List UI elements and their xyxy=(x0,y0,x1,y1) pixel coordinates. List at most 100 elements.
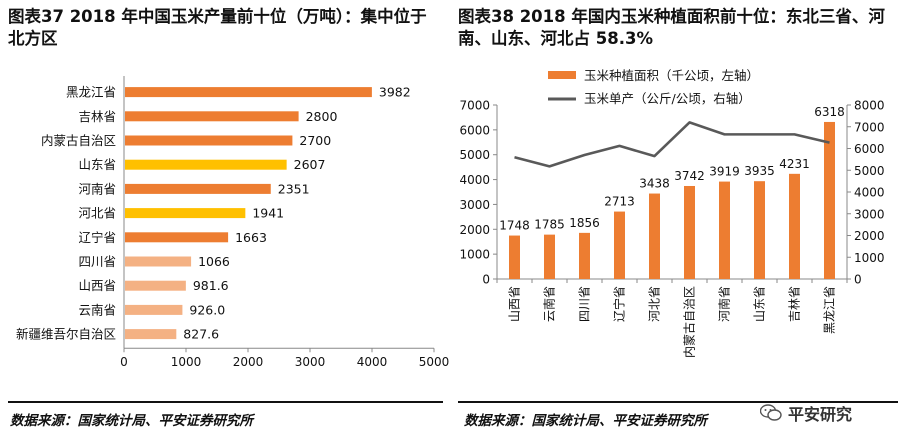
data-label: 1748 xyxy=(499,219,530,233)
category-label: 吉林省 xyxy=(788,286,802,322)
figure-37-title: 图表37 2018 年中国玉米产量前十位（万吨）：集中位于北方区 xyxy=(8,7,427,48)
data-label: 2351 xyxy=(278,181,310,196)
bar xyxy=(125,232,229,243)
category-label: 内蒙古自治区 xyxy=(41,133,116,148)
category-label: 云南省 xyxy=(78,302,116,317)
left-tick-label: 2000 xyxy=(459,223,490,237)
bar xyxy=(579,232,590,279)
bar xyxy=(824,121,835,279)
category-label: 山东省 xyxy=(753,286,767,322)
category-label: 河北省 xyxy=(648,286,662,322)
bar xyxy=(614,211,625,279)
bar xyxy=(719,181,730,279)
data-label: 827.6 xyxy=(183,327,219,342)
category-label: 河南省 xyxy=(78,181,116,196)
data-label: 3438 xyxy=(639,177,670,191)
data-label: 3935 xyxy=(744,164,775,178)
data-label: 3982 xyxy=(379,85,411,100)
category-label: 辽宁省 xyxy=(612,286,627,322)
category-label: 山东省 xyxy=(78,157,116,172)
wechat-icon xyxy=(760,404,782,421)
bar xyxy=(789,173,800,279)
data-label: 3919 xyxy=(709,165,740,179)
right-tick-label: 3000 xyxy=(854,207,885,221)
data-label: 2800 xyxy=(306,109,338,124)
data-label: 3742 xyxy=(674,169,705,183)
right-tick-label: 8000 xyxy=(854,99,885,113)
category-label: 山西省 xyxy=(508,286,522,322)
left-tick-label: 6000 xyxy=(459,123,490,137)
left-tick-label: 3000 xyxy=(459,198,490,212)
brand-logo-text: 平安研究 xyxy=(788,405,853,424)
data-label: 1066 xyxy=(198,254,230,269)
bar xyxy=(544,234,555,279)
data-label: 2713 xyxy=(604,195,635,209)
data-label: 4231 xyxy=(779,157,810,171)
x-tick-label: 3000 xyxy=(295,355,326,369)
data-label: 6318 xyxy=(814,105,845,119)
legend-label-line: 玉米单产（公斤/公顷，右轴） xyxy=(584,91,751,106)
data-label: 1856 xyxy=(569,216,600,230)
bar xyxy=(125,183,271,194)
right-tick-label: 0 xyxy=(854,273,862,287)
right-tick-label: 1000 xyxy=(854,251,885,265)
right-tick-label: 6000 xyxy=(854,142,885,156)
bar xyxy=(125,256,192,267)
legend-label-bar: 玉米种植面积（千公顷，左轴） xyxy=(584,68,759,83)
category-label: 山西省 xyxy=(78,278,116,293)
figure-37-source: 数据来源：国家统计局、平安证券研究所 xyxy=(10,413,253,429)
right-tick-label: 2000 xyxy=(854,229,885,243)
x-tick-label: 4000 xyxy=(357,355,388,369)
data-label: 2607 xyxy=(294,157,326,172)
figure-38-source: 数据来源：国家统计局、平安证券研究所 xyxy=(464,413,707,429)
legend-swatch-bar xyxy=(548,71,576,79)
category-label: 吉林省 xyxy=(78,109,116,124)
category-label: 四川省 xyxy=(78,254,116,269)
source-divider-right xyxy=(458,401,898,403)
category-label: 四川省 xyxy=(578,286,592,322)
data-label: 1941 xyxy=(252,206,284,221)
category-label: 河北省 xyxy=(78,206,116,221)
right-tick-label: 7000 xyxy=(854,120,885,134)
bar xyxy=(684,185,695,279)
left-tick-label: 5000 xyxy=(459,148,490,162)
left-tick-label: 7000 xyxy=(459,99,490,113)
line-series-yield xyxy=(514,121,830,168)
x-tick-label: 1000 xyxy=(171,355,202,369)
left-tick-label: 1000 xyxy=(459,248,490,262)
right-tick-label: 5000 xyxy=(854,164,885,178)
bar xyxy=(125,304,183,315)
bar xyxy=(509,235,520,279)
category-label: 黑龙江省 xyxy=(66,85,116,100)
data-label: 926.0 xyxy=(189,302,225,317)
category-label: 黑龙江省 xyxy=(823,286,837,334)
category-label: 辽宁省 xyxy=(78,230,116,245)
bar xyxy=(125,87,372,98)
bar xyxy=(125,135,293,146)
data-label: 2700 xyxy=(299,133,331,148)
x-tick-label: 5000 xyxy=(419,355,450,369)
left-tick-label: 4000 xyxy=(459,173,490,187)
bar xyxy=(125,111,299,122)
source-divider-left xyxy=(8,401,443,403)
right-tick-label: 4000 xyxy=(854,186,885,200)
category-label: 内蒙古自治区 xyxy=(682,286,697,358)
bar xyxy=(754,181,765,279)
category-label: 河南省 xyxy=(717,286,732,322)
x-tick-label: 0 xyxy=(120,355,128,369)
category-label: 云南省 xyxy=(542,286,557,322)
data-label: 981.6 xyxy=(193,278,229,293)
bar xyxy=(125,208,246,219)
data-label: 1785 xyxy=(534,218,565,232)
data-label: 1663 xyxy=(235,230,267,245)
brand-logo: 平安研究 xyxy=(760,400,895,426)
left-tick-label: 0 xyxy=(482,273,490,287)
x-tick-label: 2000 xyxy=(233,355,264,369)
figure-38-title: 图表38 2018 年国内玉米种植面积前十位：东北三省、河南、山东、河北占 58… xyxy=(458,7,885,48)
bar xyxy=(125,329,177,340)
bar xyxy=(649,193,660,279)
category-label: 新疆维吾尔自治区 xyxy=(16,327,116,342)
bar xyxy=(125,159,287,170)
